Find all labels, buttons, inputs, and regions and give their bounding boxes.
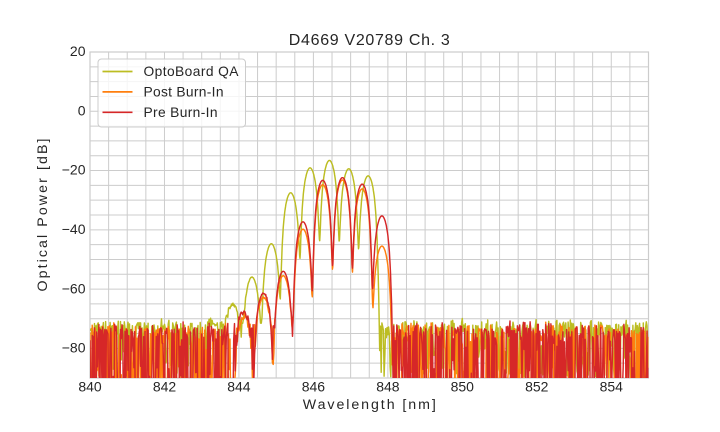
svg-text:−80: −80	[62, 340, 86, 356]
svg-text:Optical Power [dB]: Optical Power [dB]	[35, 139, 51, 292]
svg-text:0: 0	[78, 103, 86, 119]
svg-text:Post Burn-In: Post Burn-In	[144, 85, 224, 100]
svg-text:−40: −40	[62, 221, 86, 237]
svg-text:−20: −20	[62, 162, 86, 178]
svg-text:846: 846	[302, 379, 326, 395]
svg-text:D4669 V20789 Ch. 3: D4669 V20789 Ch. 3	[289, 32, 450, 49]
svg-text:840: 840	[78, 379, 102, 395]
svg-text:842: 842	[153, 379, 177, 395]
svg-text:OptoBoard QA: OptoBoard QA	[144, 64, 240, 79]
svg-text:852: 852	[525, 379, 549, 395]
svg-text:−60: −60	[62, 280, 86, 296]
svg-text:850: 850	[451, 379, 475, 395]
svg-text:844: 844	[227, 379, 251, 395]
svg-text:Pre Burn-In: Pre Burn-In	[144, 105, 218, 120]
svg-text:854: 854	[600, 379, 624, 395]
svg-text:20: 20	[70, 43, 86, 59]
svg-text:848: 848	[376, 379, 400, 395]
